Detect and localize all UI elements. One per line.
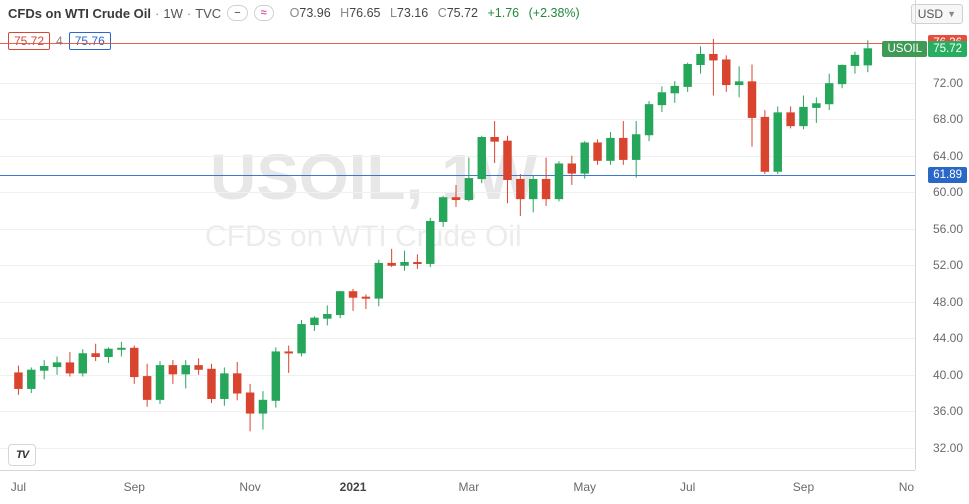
y-tick-label: 36.00 [933, 404, 963, 418]
candle[interactable] [221, 374, 228, 399]
candle[interactable] [195, 366, 202, 370]
y-tick-label: 32.00 [933, 441, 963, 455]
candle[interactable] [118, 348, 125, 349]
tradingview-logo-text: TV [16, 449, 28, 461]
candle[interactable] [671, 86, 678, 92]
candle[interactable] [143, 377, 150, 400]
y-tick-label: 52.00 [933, 258, 963, 272]
candle[interactable] [838, 65, 845, 83]
candle[interactable] [15, 373, 22, 389]
candle[interactable] [53, 363, 60, 367]
candle[interactable] [349, 292, 356, 297]
candle[interactable] [452, 198, 459, 200]
candle[interactable] [478, 138, 485, 179]
candle[interactable] [800, 107, 807, 125]
candle[interactable] [182, 366, 189, 374]
price-axis[interactable]: 32.00 36.00 40.00 44.00 48.00 52.00 56.00 60.00… [915, 0, 969, 470]
candle[interactable] [298, 325, 305, 353]
candle[interactable] [66, 363, 73, 373]
candle[interactable] [79, 354, 86, 373]
candle[interactable] [761, 117, 768, 171]
x-tick-label: Sep [793, 480, 814, 494]
candle[interactable] [285, 352, 292, 353]
candle[interactable] [774, 113, 781, 171]
y-tick-label: 56.00 [933, 222, 963, 236]
candle[interactable] [40, 367, 47, 371]
x-tick-label: No [899, 480, 914, 494]
candle[interactable] [555, 164, 562, 199]
candle[interactable] [684, 65, 691, 87]
x-tick-label: Sep [124, 480, 145, 494]
x-tick-label: 2021 [340, 480, 367, 494]
candle[interactable] [632, 135, 639, 160]
time-axis[interactable]: Jul Sep Nov 2021 Mar May Jul Sep No [0, 470, 915, 504]
x-tick-label: Jul [680, 480, 695, 494]
candle[interactable] [851, 55, 858, 65]
candle[interactable] [131, 348, 138, 376]
candle[interactable] [529, 179, 536, 198]
candle[interactable] [105, 349, 112, 356]
candle[interactable] [813, 104, 820, 108]
candle[interactable] [504, 141, 511, 179]
symbol-tag[interactable]: USOIL [882, 41, 927, 57]
candle[interactable] [375, 263, 382, 298]
x-tick-label: Jul [11, 480, 26, 494]
candle[interactable] [388, 263, 395, 265]
price-axis-tag[interactable]: 75.72 [928, 41, 967, 57]
y-tick-label: 48.00 [933, 295, 963, 309]
x-tick-label: Mar [459, 480, 480, 494]
candle[interactable] [246, 393, 253, 413]
candle[interactable] [594, 143, 601, 160]
candle[interactable] [864, 49, 871, 65]
candlestick-layer [0, 0, 915, 470]
candle[interactable] [362, 297, 369, 298]
candle[interactable] [414, 263, 421, 264]
candle[interactable] [28, 370, 35, 388]
candle[interactable] [723, 60, 730, 85]
candle[interactable] [787, 113, 794, 126]
candle[interactable] [233, 374, 240, 393]
candle[interactable] [324, 315, 331, 319]
candle[interactable] [92, 354, 99, 357]
candle[interactable] [542, 179, 549, 198]
candle[interactable] [517, 179, 524, 198]
candle[interactable] [491, 138, 498, 142]
y-tick-label: 44.00 [933, 331, 963, 345]
candle[interactable] [272, 352, 279, 400]
candle[interactable] [156, 366, 163, 400]
candle[interactable] [336, 292, 343, 315]
candle[interactable] [710, 54, 717, 59]
candle[interactable] [581, 143, 588, 173]
y-tick-label: 72.00 [933, 76, 963, 90]
x-tick-label: May [573, 480, 596, 494]
y-tick-label: 40.00 [933, 368, 963, 382]
price-axis-tag[interactable]: 61.89 [928, 167, 967, 183]
candle[interactable] [658, 93, 665, 105]
chart-plot[interactable]: USOIL, 1W CFDs on WTI Crude Oil [0, 0, 915, 470]
y-tick-label: 64.00 [933, 149, 963, 163]
candle[interactable] [697, 54, 704, 64]
x-tick-label: Nov [239, 480, 260, 494]
candle[interactable] [208, 369, 215, 398]
candle[interactable] [259, 400, 266, 413]
y-tick-label: 60.00 [933, 185, 963, 199]
candle[interactable] [645, 105, 652, 135]
candle[interactable] [169, 366, 176, 374]
candle[interactable] [735, 82, 742, 85]
candle[interactable] [311, 318, 318, 324]
candle[interactable] [568, 164, 575, 173]
candle[interactable] [465, 179, 472, 200]
candle[interactable] [607, 138, 614, 160]
candle[interactable] [825, 84, 832, 104]
candle[interactable] [401, 263, 408, 266]
candle[interactable] [439, 198, 446, 222]
candle[interactable] [620, 138, 627, 159]
y-tick-label: 68.00 [933, 112, 963, 126]
tradingview-logo[interactable]: TV [8, 444, 36, 466]
candle[interactable] [748, 82, 755, 118]
chart-root: CFDs on WTI Crude Oil · 1W · TVC − ≈ O73… [0, 0, 969, 504]
candle[interactable] [427, 221, 434, 263]
